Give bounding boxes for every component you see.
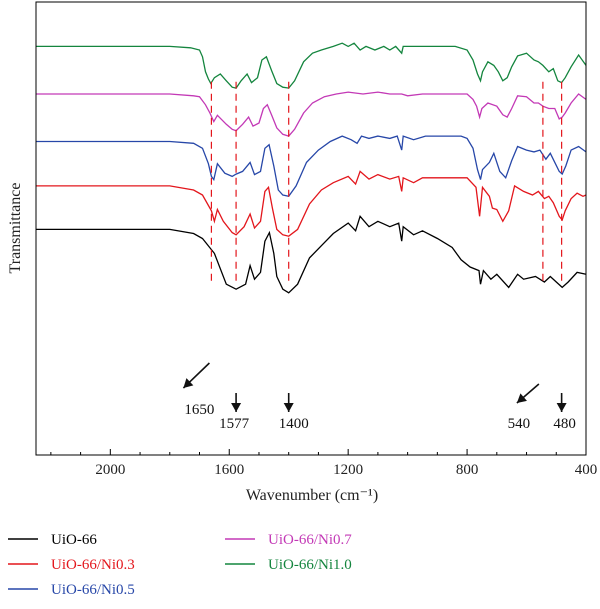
peak-label: 1577: [219, 416, 250, 432]
peak-arrow-head: [183, 378, 194, 388]
plot-area: [36, 42, 587, 294]
peak-label: 480: [553, 416, 576, 432]
peak-label: 1400: [279, 416, 309, 432]
x-tick-label: 800: [456, 462, 479, 478]
series-line-uio-66-ni0-7: [36, 91, 587, 137]
x-axis-title: Wavenumber (cm⁻¹): [246, 487, 378, 504]
legend-item-uio-66: UiO-66: [8, 532, 97, 548]
legend-label: UiO-66/Ni0.7: [268, 532, 352, 548]
legend-item-uio-66-ni0-7: UiO-66/Ni0.7: [225, 532, 352, 548]
legend-item-uio-66-ni0-3: UiO-66/Ni0.3: [8, 557, 135, 573]
series-line-uio-66-ni0-5: [36, 135, 587, 198]
legend-label: UiO-66/Ni1.0: [268, 557, 352, 573]
peak-arrow-head: [283, 403, 294, 412]
plot-frame: [35, 1, 587, 456]
series-line-uio-66-ni0-3: [36, 170, 587, 237]
legend-label: UiO-66/Ni0.3: [51, 557, 135, 573]
x-ticks: 2000 1600 1200 800 400: [50, 449, 598, 478]
legend: UiO-66 UiO-66/Ni0.3 UiO-66/Ni0.5 UiO-66/Ni0…: [8, 532, 352, 598]
series-line-uio-66-ni1-0: [36, 42, 587, 89]
x-tick-label: 400: [575, 462, 598, 478]
legend-item-uio-66-ni0-5: UiO-66/Ni0.5: [8, 582, 135, 598]
peak-arrow-head: [231, 403, 242, 412]
x-tick-label: 1600: [214, 462, 244, 478]
x-tick-label: 2000: [95, 462, 125, 478]
legend-label: UiO-66/Ni0.5: [51, 582, 135, 598]
legend-item-uio-66-ni1-0: UiO-66/Ni1.0: [225, 557, 352, 573]
y-axis-title: Transmittance: [7, 183, 24, 274]
peak-arrow-head: [556, 403, 567, 412]
peak-arrows: 1650 1577 1400 540 480: [182, 362, 576, 432]
legend-label: UiO-66: [51, 532, 97, 548]
x-tick-label: 1200: [333, 462, 363, 478]
peak-arrow-head: [516, 393, 527, 403]
peak-label: 540: [508, 416, 531, 432]
peak-label: 1650: [184, 402, 214, 418]
series-line-uio-66: [36, 214, 587, 294]
guide-lines: [210, 81, 563, 286]
